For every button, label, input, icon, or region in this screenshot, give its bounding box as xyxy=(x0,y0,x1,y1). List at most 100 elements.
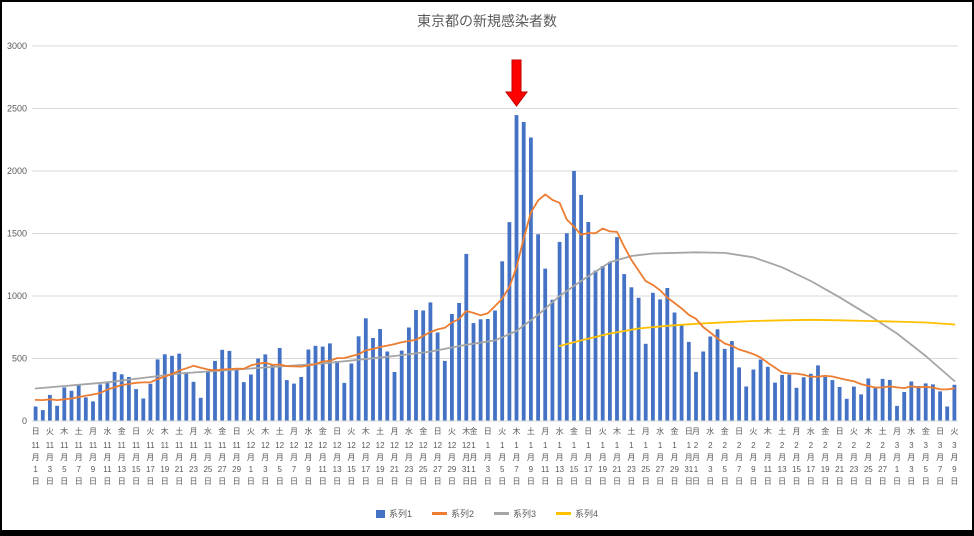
svg-text:1: 1 xyxy=(658,441,663,450)
bar xyxy=(643,343,648,422)
svg-text:月: 月 xyxy=(419,453,427,462)
svg-text:日: 日 xyxy=(75,477,83,486)
svg-text:月: 月 xyxy=(807,453,815,462)
x-axis-tick-label: 水 1 月 13 日 xyxy=(555,426,564,486)
bar xyxy=(442,360,447,421)
bar xyxy=(170,355,174,422)
bar xyxy=(277,348,282,421)
svg-text:12: 12 xyxy=(347,441,356,450)
bar xyxy=(62,387,67,421)
bar xyxy=(586,222,591,421)
svg-text:月: 月 xyxy=(347,453,355,462)
x-axis-tick-label: 日 11 月 15 日 xyxy=(132,427,141,486)
chart-canvas: 050010001500200025003000日11月1日火11月3日木11月… xyxy=(7,41,958,486)
svg-text:12: 12 xyxy=(361,441,370,450)
bar xyxy=(557,241,562,421)
svg-text:9: 9 xyxy=(91,465,96,474)
bar xyxy=(198,397,203,422)
svg-text:日: 日 xyxy=(103,477,111,486)
x-axis-tick-label: 金 12 月 25 日 xyxy=(419,426,428,486)
x-axis-tick-label: 水 2 月 17 日 xyxy=(806,426,815,486)
bar xyxy=(464,253,469,421)
svg-text:月: 月 xyxy=(46,453,54,462)
bar xyxy=(206,370,210,421)
svg-text:3: 3 xyxy=(909,465,914,474)
svg-text:日: 日 xyxy=(907,477,915,486)
svg-text:月: 月 xyxy=(89,453,97,462)
svg-text:木: 木 xyxy=(362,426,370,436)
svg-text:11: 11 xyxy=(319,465,328,474)
svg-text:日: 日 xyxy=(893,477,901,486)
svg-text:1: 1 xyxy=(572,441,577,450)
svg-text:12: 12 xyxy=(304,441,313,450)
svg-text:日: 日 xyxy=(347,477,355,486)
svg-text:3: 3 xyxy=(923,441,928,450)
bar xyxy=(299,377,304,421)
svg-text:19: 19 xyxy=(598,465,607,474)
svg-text:日: 日 xyxy=(261,477,269,486)
x-axis-tick-label: 土 12 月 5 日 xyxy=(275,426,284,486)
svg-text:月: 月 xyxy=(362,453,370,462)
bar xyxy=(227,350,232,421)
svg-text:月: 月 xyxy=(907,453,915,462)
y-axis-labels: 0 500 1000 1500 2000 2500 3000 xyxy=(7,41,27,426)
x-axis-tick-label: 土 12 月 19 日 xyxy=(376,426,385,486)
svg-text:2: 2 xyxy=(708,441,713,450)
svg-text:11: 11 xyxy=(60,441,69,450)
svg-text:日: 日 xyxy=(807,477,815,486)
svg-text:日: 日 xyxy=(656,477,664,486)
svg-text:金: 金 xyxy=(570,426,578,436)
svg-text:日: 日 xyxy=(749,477,757,486)
svg-text:31: 31 xyxy=(684,465,693,474)
bar xyxy=(127,377,131,421)
svg-text:2: 2 xyxy=(737,441,742,450)
svg-text:1: 1 xyxy=(687,441,692,450)
chart-title: 東京都の新規感染者数 xyxy=(417,13,557,29)
svg-text:火: 火 xyxy=(749,427,757,436)
x-axis-tick-label: 日 12 月 13 日 xyxy=(333,427,342,486)
bar xyxy=(564,233,569,422)
svg-text:日: 日 xyxy=(721,477,729,486)
svg-text:月: 月 xyxy=(850,453,858,462)
bar xyxy=(722,348,727,421)
svg-text:日: 日 xyxy=(376,477,384,486)
bar xyxy=(679,324,684,421)
svg-text:月: 月 xyxy=(75,453,83,462)
x-axis-tick-label: 火 1 月 5 日 xyxy=(498,427,506,486)
svg-text:月: 月 xyxy=(161,453,169,462)
x-axis-tick-label: 木 12 月 31 日 xyxy=(462,426,471,486)
svg-text:日: 日 xyxy=(685,477,693,486)
svg-text:日: 日 xyxy=(692,477,700,486)
svg-text:水: 水 xyxy=(807,426,815,436)
x-axis-tick-label: 水 11 月 25 日 xyxy=(203,426,212,486)
svg-text:5: 5 xyxy=(722,465,727,474)
svg-text:日: 日 xyxy=(950,477,958,486)
svg-text:11: 11 xyxy=(89,441,98,450)
svg-text:日: 日 xyxy=(333,427,341,436)
svg-text:日: 日 xyxy=(685,427,693,436)
svg-text:日: 日 xyxy=(89,477,97,486)
svg-text:月: 月 xyxy=(692,427,700,436)
svg-text:金: 金 xyxy=(671,426,679,436)
x-axis-tick-label: 土 11 月 7 日 xyxy=(75,426,84,486)
svg-text:日: 日 xyxy=(32,477,40,486)
svg-text:金: 金 xyxy=(419,426,427,436)
svg-text:月: 月 xyxy=(190,453,198,462)
svg-text:日: 日 xyxy=(333,477,341,486)
bar xyxy=(162,354,167,422)
svg-text:11: 11 xyxy=(146,441,155,450)
x-axis-tick-label: 土 2 月 13 日 xyxy=(778,426,787,486)
bar xyxy=(873,387,878,422)
svg-text:1: 1 xyxy=(500,441,505,450)
svg-text:日: 日 xyxy=(247,477,255,486)
bar xyxy=(55,405,59,422)
svg-text:12: 12 xyxy=(433,441,442,450)
svg-text:日: 日 xyxy=(735,427,743,436)
bar xyxy=(773,382,777,421)
svg-text:月: 月 xyxy=(146,453,154,462)
svg-text:月: 月 xyxy=(261,453,269,462)
bar xyxy=(529,137,533,421)
svg-text:11: 11 xyxy=(132,441,141,450)
bar xyxy=(859,394,863,421)
svg-text:25: 25 xyxy=(641,465,650,474)
